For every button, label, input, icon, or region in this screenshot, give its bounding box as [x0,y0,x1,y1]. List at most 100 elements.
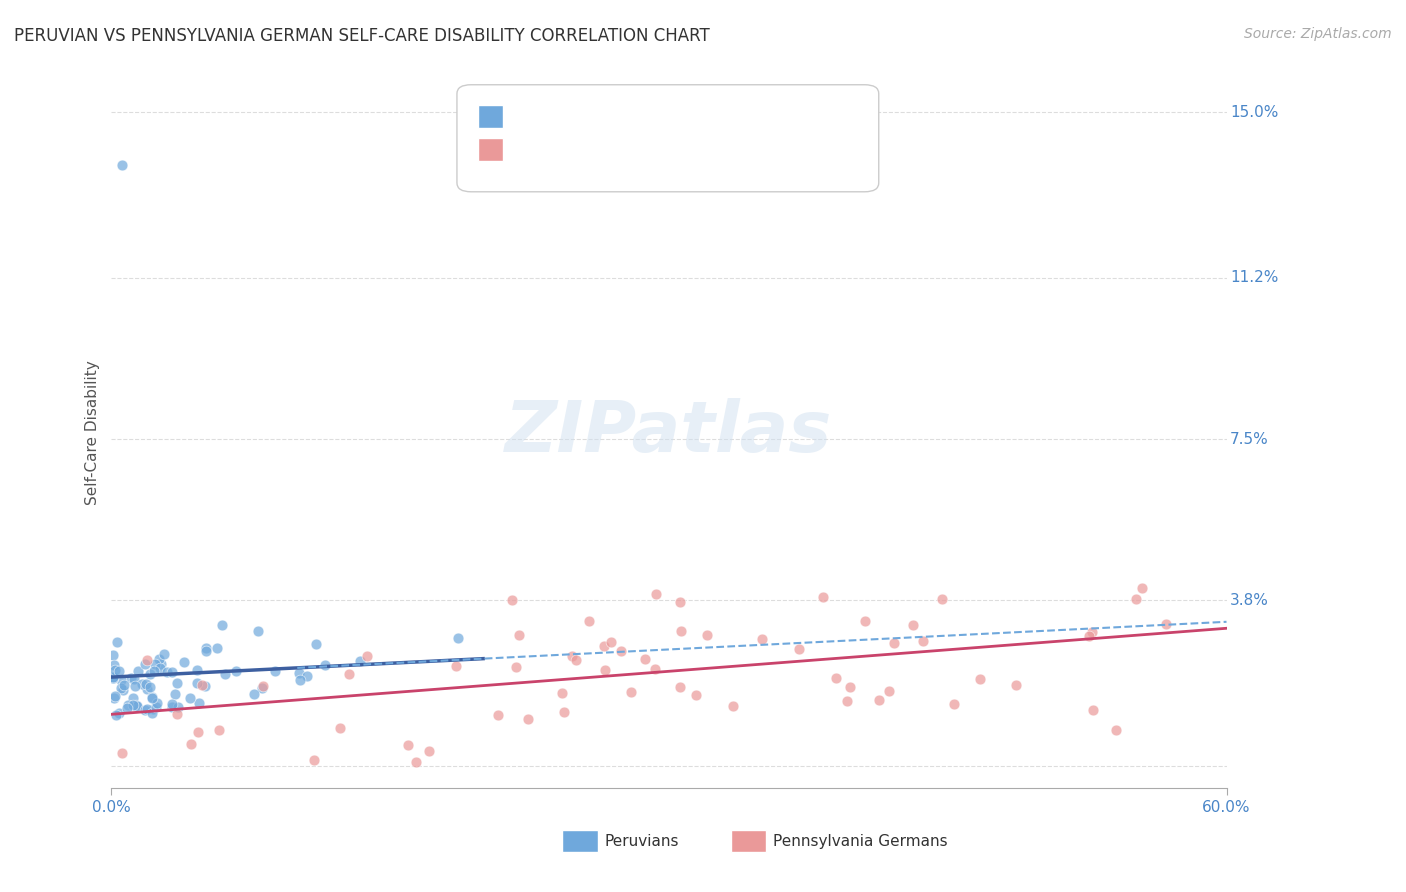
Point [446,658,468,673]
Point [418,744,440,758]
Point [188,696,211,710]
Point [751,632,773,646]
Point [668,680,690,694]
Point [145,700,167,714]
Point [136,653,159,667]
Point [868,693,890,707]
Point [112,678,135,692]
Point [396,739,419,753]
Point [644,662,666,676]
Point [150,657,173,671]
Point [447,632,470,646]
Point [103,671,125,685]
Point [593,663,616,677]
Point [111,683,134,698]
Point [124,698,146,713]
Point [195,640,218,655]
Point [160,699,183,714]
Point [135,681,157,696]
Point [931,591,953,606]
Text: Peruvians: Peruvians [605,834,679,848]
Point [1105,723,1128,738]
Point [124,679,146,693]
Point [105,708,128,723]
Point [208,723,231,737]
Point [142,664,165,678]
Point [122,672,145,686]
Point [131,677,153,691]
Text: R = 0.315   N = 77: R = 0.315 N = 77 [513,113,671,131]
Point [138,680,160,694]
Point [141,691,163,706]
Point [103,670,125,684]
Point [110,681,132,696]
Point [252,679,274,693]
Text: PERUVIAN VS PENNSYLVANIA GERMAN SELF-CARE DISABILITY CORRELATION CHART: PERUVIAN VS PENNSYLVANIA GERMAN SELF-CAR… [14,27,710,45]
Point [149,661,172,675]
Point [696,627,718,641]
Point [103,658,125,673]
Point [501,593,523,607]
Point [508,627,530,641]
Point [1005,678,1028,692]
Point [314,657,336,672]
Point [115,701,138,715]
Point [117,698,139,712]
Point [645,587,668,601]
Point [122,690,145,705]
Text: Source: ZipAtlas.com: Source: ZipAtlas.com [1244,27,1392,41]
Point [120,671,142,685]
Point [134,657,156,672]
Point [180,737,202,751]
Point [104,664,127,678]
Point [835,694,858,708]
Point [111,158,134,172]
Point [207,640,229,655]
Text: ZIPatlas: ZIPatlas [505,398,832,467]
Text: R = 0.201   N = 63: R = 0.201 N = 63 [513,145,671,163]
Point [600,635,623,649]
Text: Pennsylvania Germans: Pennsylvania Germans [773,834,948,848]
Point [824,671,846,685]
Point [565,653,588,667]
Point [160,697,183,711]
Point [1081,703,1104,717]
Point [141,706,163,720]
Text: 3.8%: 3.8% [1230,593,1270,607]
Point [349,654,371,668]
Point [214,667,236,681]
Point [561,648,583,663]
Point [609,644,631,658]
Point [405,755,427,769]
Point [165,687,187,701]
Point [1081,624,1104,639]
Point [578,615,600,629]
Point [186,676,208,690]
Point [1078,629,1101,643]
Point [486,707,509,722]
Point [173,655,195,669]
Point [191,678,214,692]
Point [879,683,901,698]
Point [186,663,208,677]
Point [104,689,127,703]
Point [337,666,360,681]
Point [901,617,924,632]
Point [134,702,156,716]
Point [108,664,131,678]
Point [505,660,527,674]
Point [141,690,163,704]
Point [305,636,328,650]
Text: 15.0%: 15.0% [1230,104,1278,120]
Point [108,706,131,720]
Text: 11.2%: 11.2% [1230,270,1278,285]
Point [136,702,159,716]
Point [943,698,966,712]
Point [156,665,179,680]
Y-axis label: Self-Care Disability: Self-Care Disability [86,360,100,505]
Point [634,652,657,666]
Point [1154,617,1177,632]
Point [295,669,318,683]
Point [813,590,835,604]
Point [143,657,166,671]
